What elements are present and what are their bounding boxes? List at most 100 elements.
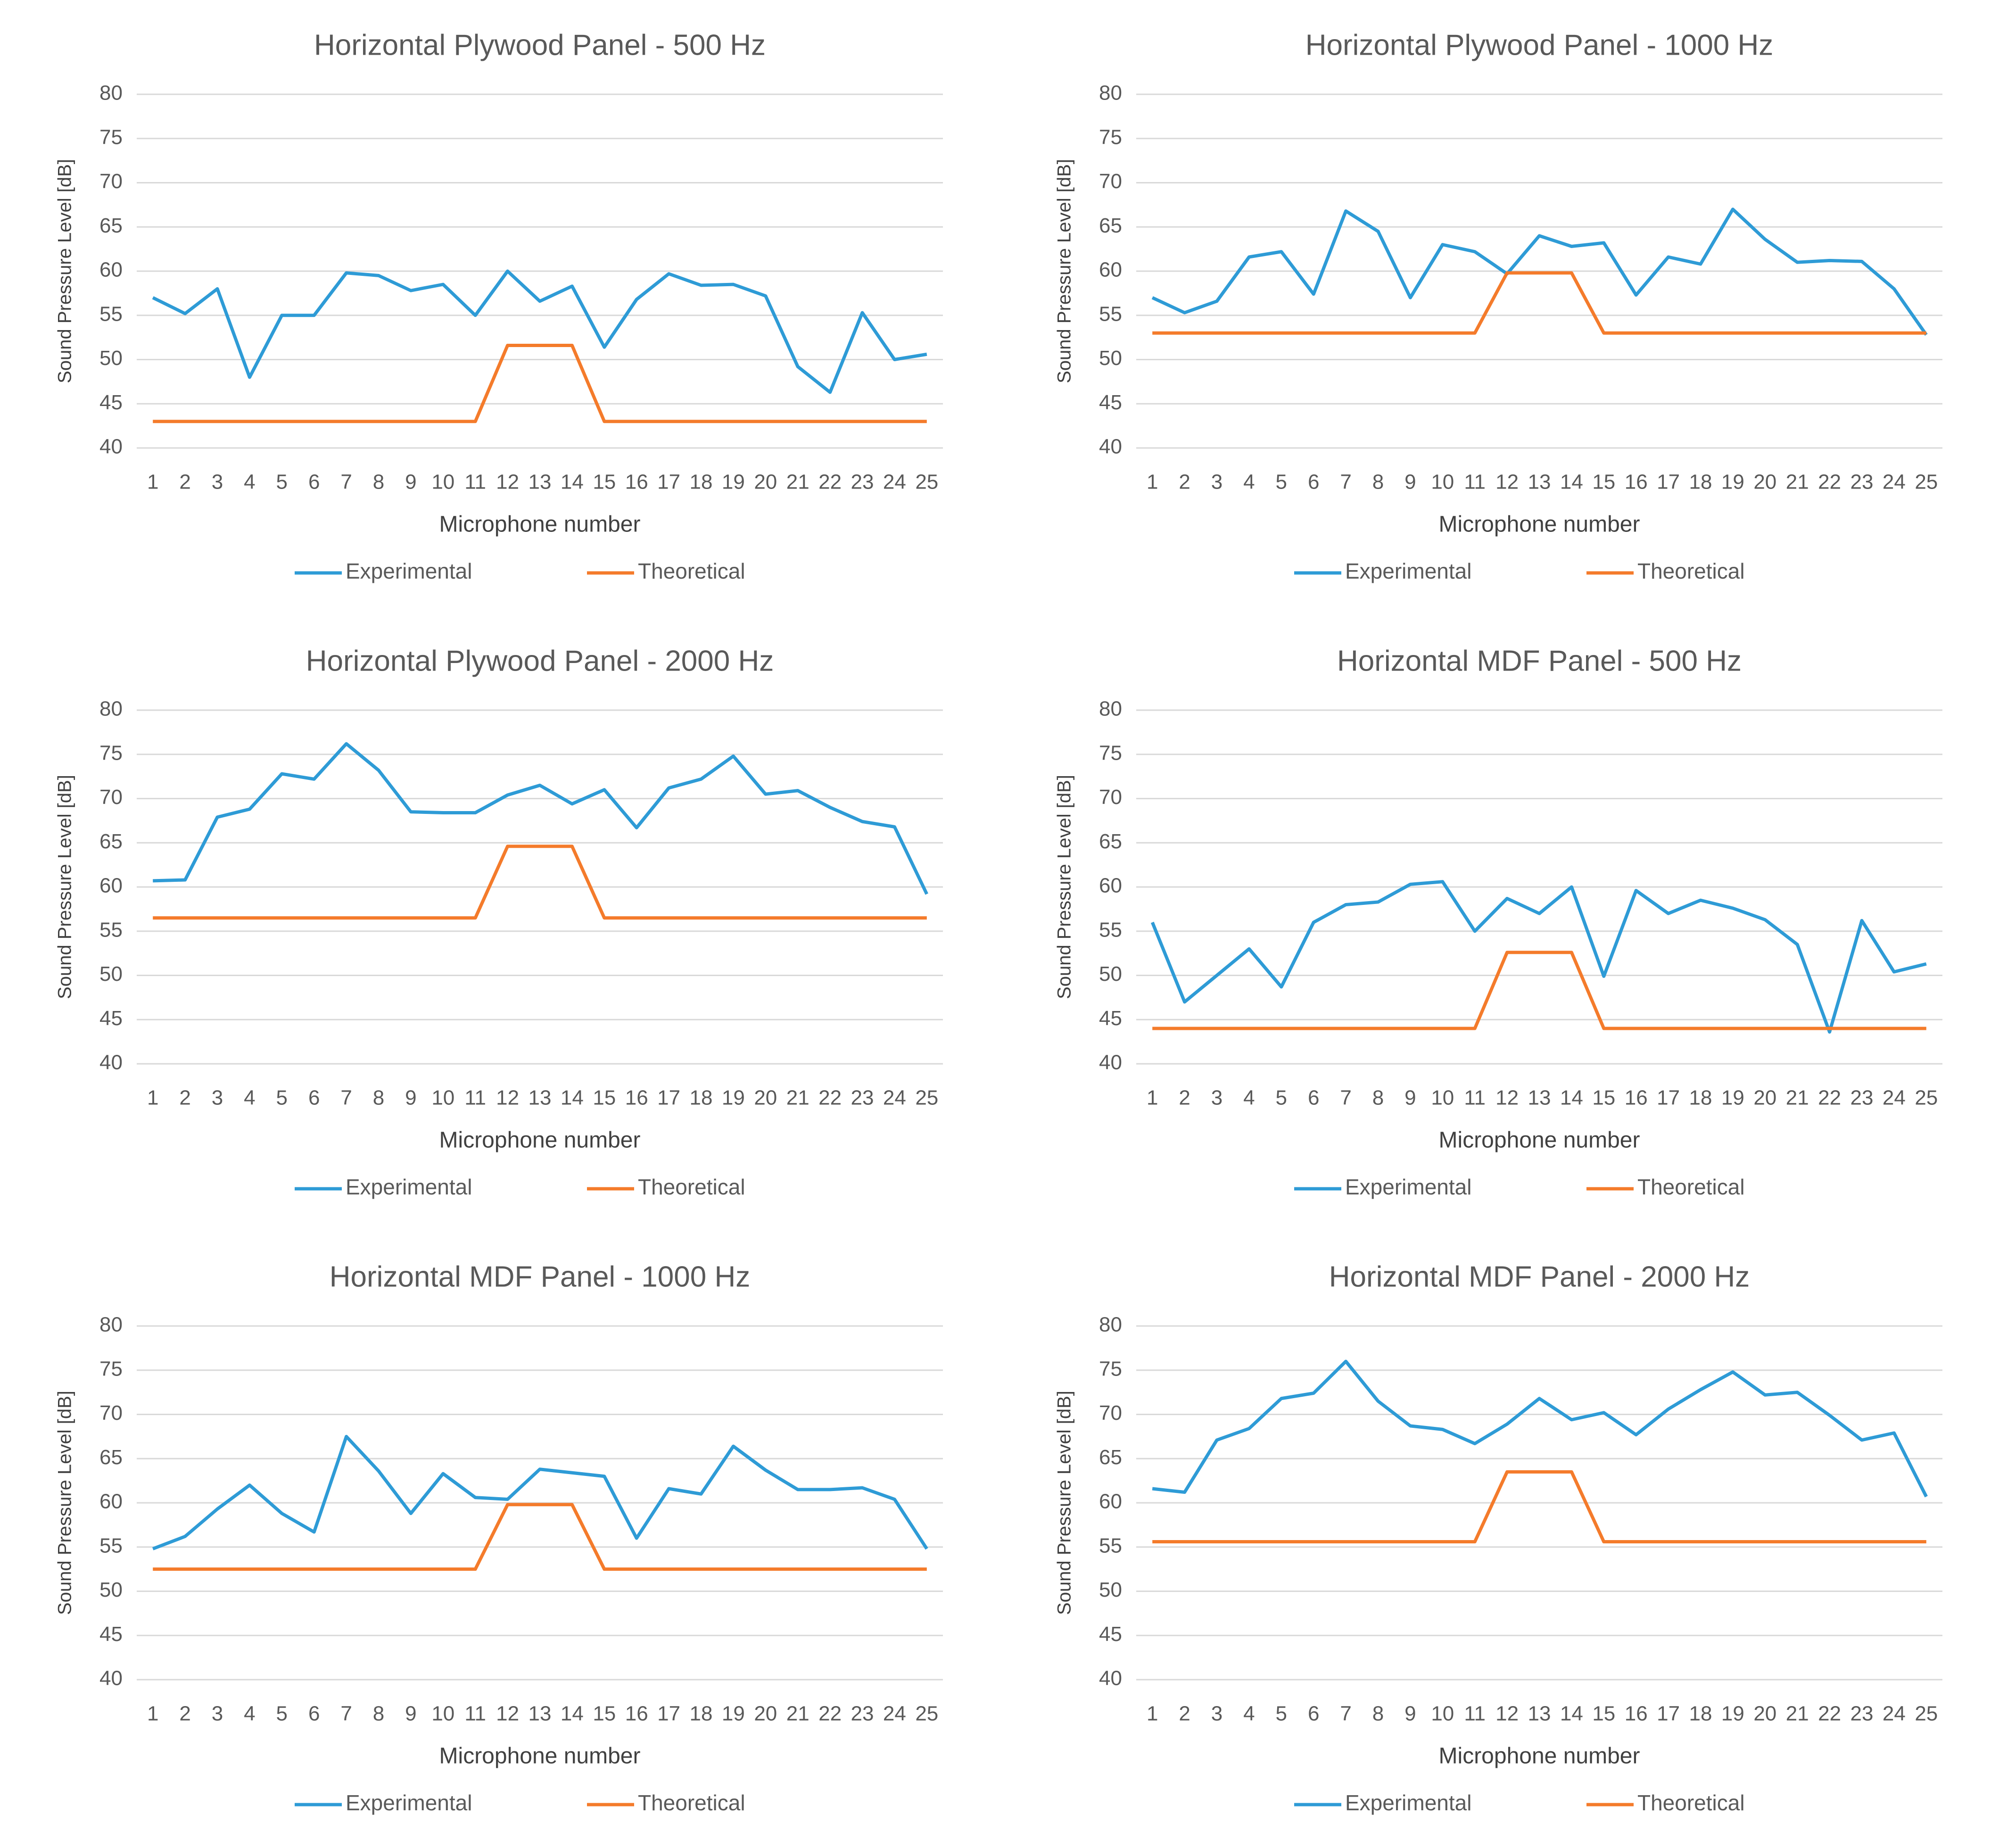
- x-tick-label: 17: [657, 1702, 680, 1725]
- y-tick-label: 55: [1099, 1534, 1122, 1557]
- x-tick-label: 13: [1528, 471, 1551, 494]
- y-tick-label: 80: [1099, 697, 1122, 721]
- x-tick-label: 1: [147, 1086, 158, 1110]
- y-tick-label: 60: [99, 1490, 123, 1513]
- x-tick-label: 12: [1495, 471, 1519, 494]
- x-tick-label: 8: [373, 471, 384, 494]
- x-tick-label: 2: [179, 1086, 190, 1110]
- y-tick-label: 45: [99, 1007, 123, 1030]
- y-tick-label: 65: [99, 830, 123, 853]
- x-axis-title: Microphone number: [1439, 1128, 1640, 1153]
- x-tick-label: 12: [1495, 1702, 1519, 1725]
- data-line: [1152, 271, 1926, 335]
- y-tick-label: 55: [99, 302, 123, 325]
- x-tick-label: 13: [1528, 1702, 1551, 1725]
- x-tick-label: 9: [1404, 1086, 1416, 1110]
- x-tick-label: 19: [722, 1702, 745, 1725]
- legend-label: Experimental: [1345, 1790, 1471, 1815]
- x-tick-label: 1: [147, 1702, 158, 1725]
- x-tick-label: 12: [1495, 1086, 1519, 1110]
- y-tick-label: 65: [99, 1446, 123, 1469]
- x-tick-label: 7: [1340, 1702, 1351, 1725]
- y-axis-title: Sound Pressure Level [dB]: [1054, 159, 1075, 383]
- legend-label: Theoretical: [1637, 559, 1745, 583]
- x-tick-label: 25: [915, 1702, 938, 1725]
- x-tick-label: 3: [212, 1086, 223, 1110]
- y-tick-label: 70: [1099, 170, 1122, 193]
- x-tick-label: 8: [1372, 471, 1384, 494]
- y-tick-label: 40: [1099, 435, 1122, 458]
- x-tick-label: 4: [244, 1086, 255, 1110]
- data-line: [153, 344, 927, 423]
- y-tick-label: 75: [1099, 125, 1122, 149]
- x-tick-label: 4: [1243, 1086, 1255, 1110]
- y-tick-label: 65: [1099, 830, 1122, 853]
- chart-title: Horizontal MDF Panel - 2000 Hz: [1329, 1260, 1750, 1293]
- x-tick-label: 12: [496, 1086, 519, 1110]
- y-tick-label: 80: [99, 82, 123, 105]
- y-tick-label: 45: [99, 1623, 123, 1646]
- x-tick-label: 15: [593, 471, 616, 494]
- x-tick-label: 11: [464, 1086, 486, 1110]
- legend-label: Experimental: [1345, 559, 1471, 583]
- x-tick-label: 3: [1211, 1086, 1223, 1110]
- y-tick-label: 65: [1099, 1446, 1122, 1469]
- y-tick-label: 50: [1099, 347, 1122, 370]
- legend-label: Experimental: [1345, 1175, 1471, 1199]
- x-tick-label: 14: [561, 471, 584, 494]
- y-tick-label: 40: [99, 435, 123, 458]
- x-tick-label: 23: [851, 1086, 874, 1110]
- legend-label: Theoretical: [1637, 1790, 1745, 1815]
- y-axis-title: Sound Pressure Level [dB]: [55, 775, 75, 999]
- x-tick-label: 16: [1625, 1086, 1648, 1110]
- y-tick-label: 40: [1099, 1051, 1122, 1074]
- x-tick-label: 22: [1818, 1702, 1841, 1725]
- x-tick-label: 18: [690, 1702, 713, 1725]
- chart-title: Horizontal MDF Panel - 500 Hz: [1337, 645, 1742, 677]
- data-line: [1152, 1359, 1928, 1498]
- x-tick-label: 23: [851, 471, 874, 494]
- y-tick-label: 75: [99, 125, 123, 149]
- data-line: [1152, 1470, 1926, 1543]
- x-tick-label: 7: [1340, 471, 1351, 494]
- x-tick-label: 13: [529, 1086, 552, 1110]
- x-tick-label: 5: [1276, 471, 1287, 494]
- x-tick-label: 23: [1850, 1702, 1874, 1725]
- data-line: [153, 742, 928, 895]
- data-line: [1152, 951, 1926, 1030]
- y-tick-label: 55: [99, 1534, 123, 1557]
- x-tick-label: 9: [1404, 1702, 1416, 1725]
- chart-title: Horizontal Plywood Panel - 2000 Hz: [306, 645, 774, 677]
- legend-label: Theoretical: [1637, 1175, 1745, 1199]
- x-tick-label: 17: [657, 1086, 680, 1110]
- y-tick-label: 80: [1099, 82, 1122, 105]
- x-tick-label: 14: [561, 1702, 584, 1725]
- x-tick-label: 10: [431, 1086, 454, 1110]
- x-tick-label: 10: [1431, 1702, 1454, 1725]
- data-line: [153, 845, 927, 920]
- x-tick-label: 20: [1753, 1702, 1776, 1725]
- x-tick-label: 19: [722, 471, 745, 494]
- x-tick-label: 21: [1786, 471, 1809, 494]
- x-tick-label: 18: [1689, 471, 1712, 494]
- x-tick-label: 19: [1721, 1086, 1744, 1110]
- x-tick-label: 21: [786, 1702, 810, 1725]
- x-tick-label: 17: [657, 471, 680, 494]
- y-tick-label: 45: [99, 391, 123, 414]
- y-tick-label: 50: [99, 1578, 123, 1601]
- x-tick-label: 5: [276, 471, 288, 494]
- y-tick-label: 45: [1099, 391, 1122, 414]
- x-tick-label: 15: [1592, 1702, 1615, 1725]
- x-tick-label: 18: [1689, 1086, 1712, 1110]
- x-tick-label: 21: [786, 471, 810, 494]
- x-axis-title: Microphone number: [1439, 512, 1640, 537]
- y-tick-label: 40: [1099, 1667, 1122, 1690]
- x-tick-label: 16: [625, 471, 648, 494]
- x-tick-label: 9: [405, 1086, 416, 1110]
- x-tick-label: 4: [244, 471, 255, 494]
- x-tick-label: 12: [496, 1702, 519, 1725]
- y-tick-label: 50: [99, 962, 123, 986]
- x-tick-label: 1: [1147, 1702, 1158, 1725]
- x-tick-label: 15: [1592, 471, 1615, 494]
